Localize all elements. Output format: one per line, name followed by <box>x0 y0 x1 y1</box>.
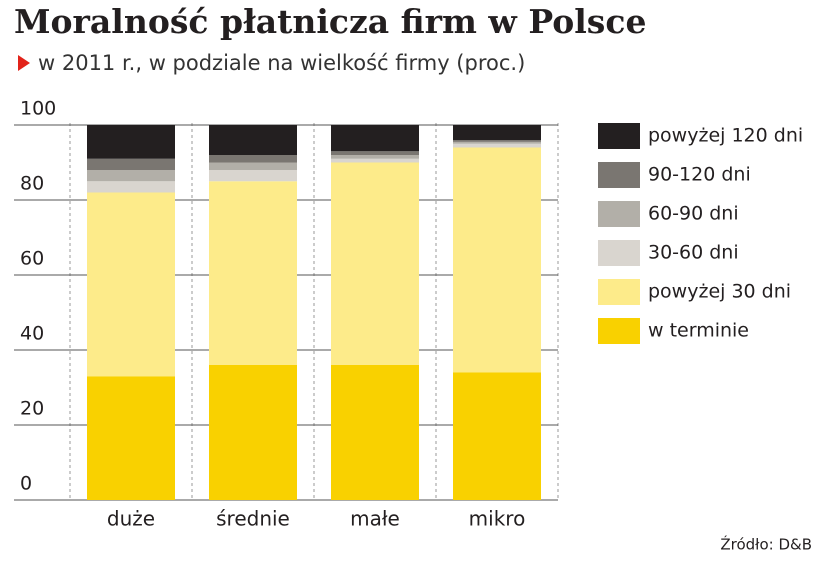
bar-segment <box>331 365 419 500</box>
bar-segment <box>87 170 175 182</box>
bar-segment <box>87 125 175 159</box>
x-tick-label: mikro <box>469 507 526 531</box>
bar-segment <box>453 125 541 140</box>
subtitle-marker <box>18 55 30 71</box>
bar-segment <box>87 376 175 500</box>
legend-swatch <box>598 240 640 266</box>
bar-segment <box>331 158 419 163</box>
y-tick-label: 0 <box>20 473 32 495</box>
legend-swatch <box>598 162 640 188</box>
bar-segment <box>331 155 419 159</box>
bar-segment <box>453 140 541 142</box>
y-tick-label: 60 <box>20 248 44 270</box>
bar-segment <box>331 151 419 155</box>
bar-segment <box>87 181 175 193</box>
bar-segment <box>453 372 541 500</box>
legend-label: 60-90 dni <box>648 203 739 225</box>
bar-segment <box>453 141 541 144</box>
y-tick-label: 40 <box>20 323 44 345</box>
legend-label: w terminie <box>648 320 749 342</box>
y-tick-label: 80 <box>20 173 44 195</box>
y-tick-label: 100 <box>20 98 56 120</box>
chart-title: Moralność płatnicza firm w Polsce <box>14 2 646 41</box>
bar-segment <box>209 125 297 155</box>
legend-swatch <box>598 318 640 344</box>
legend-label: 90-120 dni <box>648 164 751 186</box>
bar-segment <box>209 181 297 365</box>
bar-segment <box>209 365 297 500</box>
chart-subtitle: w 2011 r., w podziale na wielkość firmy … <box>38 51 525 75</box>
bar-segment <box>331 162 419 365</box>
x-tick-label: duże <box>107 507 155 531</box>
bar-segment <box>453 143 541 148</box>
legend-label: powyżej 120 dni <box>648 125 803 147</box>
bar-segment <box>209 162 297 170</box>
legend-swatch <box>598 123 640 149</box>
bar-segment <box>87 158 175 170</box>
bar-segment <box>209 170 297 182</box>
x-tick-label: średnie <box>216 507 290 531</box>
x-tick-label: małe <box>350 507 400 531</box>
bar-segment <box>209 155 297 163</box>
legend-swatch <box>598 279 640 305</box>
bar-segment <box>453 147 541 373</box>
bar-segment <box>331 125 419 152</box>
source: Źródło: D&B <box>720 535 812 554</box>
y-tick-label: 20 <box>20 398 44 420</box>
bar-segment <box>87 192 175 377</box>
legend-label: 30-60 dni <box>648 242 739 264</box>
legend-swatch <box>598 201 640 227</box>
legend-label: powyżej 30 dni <box>648 281 791 303</box>
